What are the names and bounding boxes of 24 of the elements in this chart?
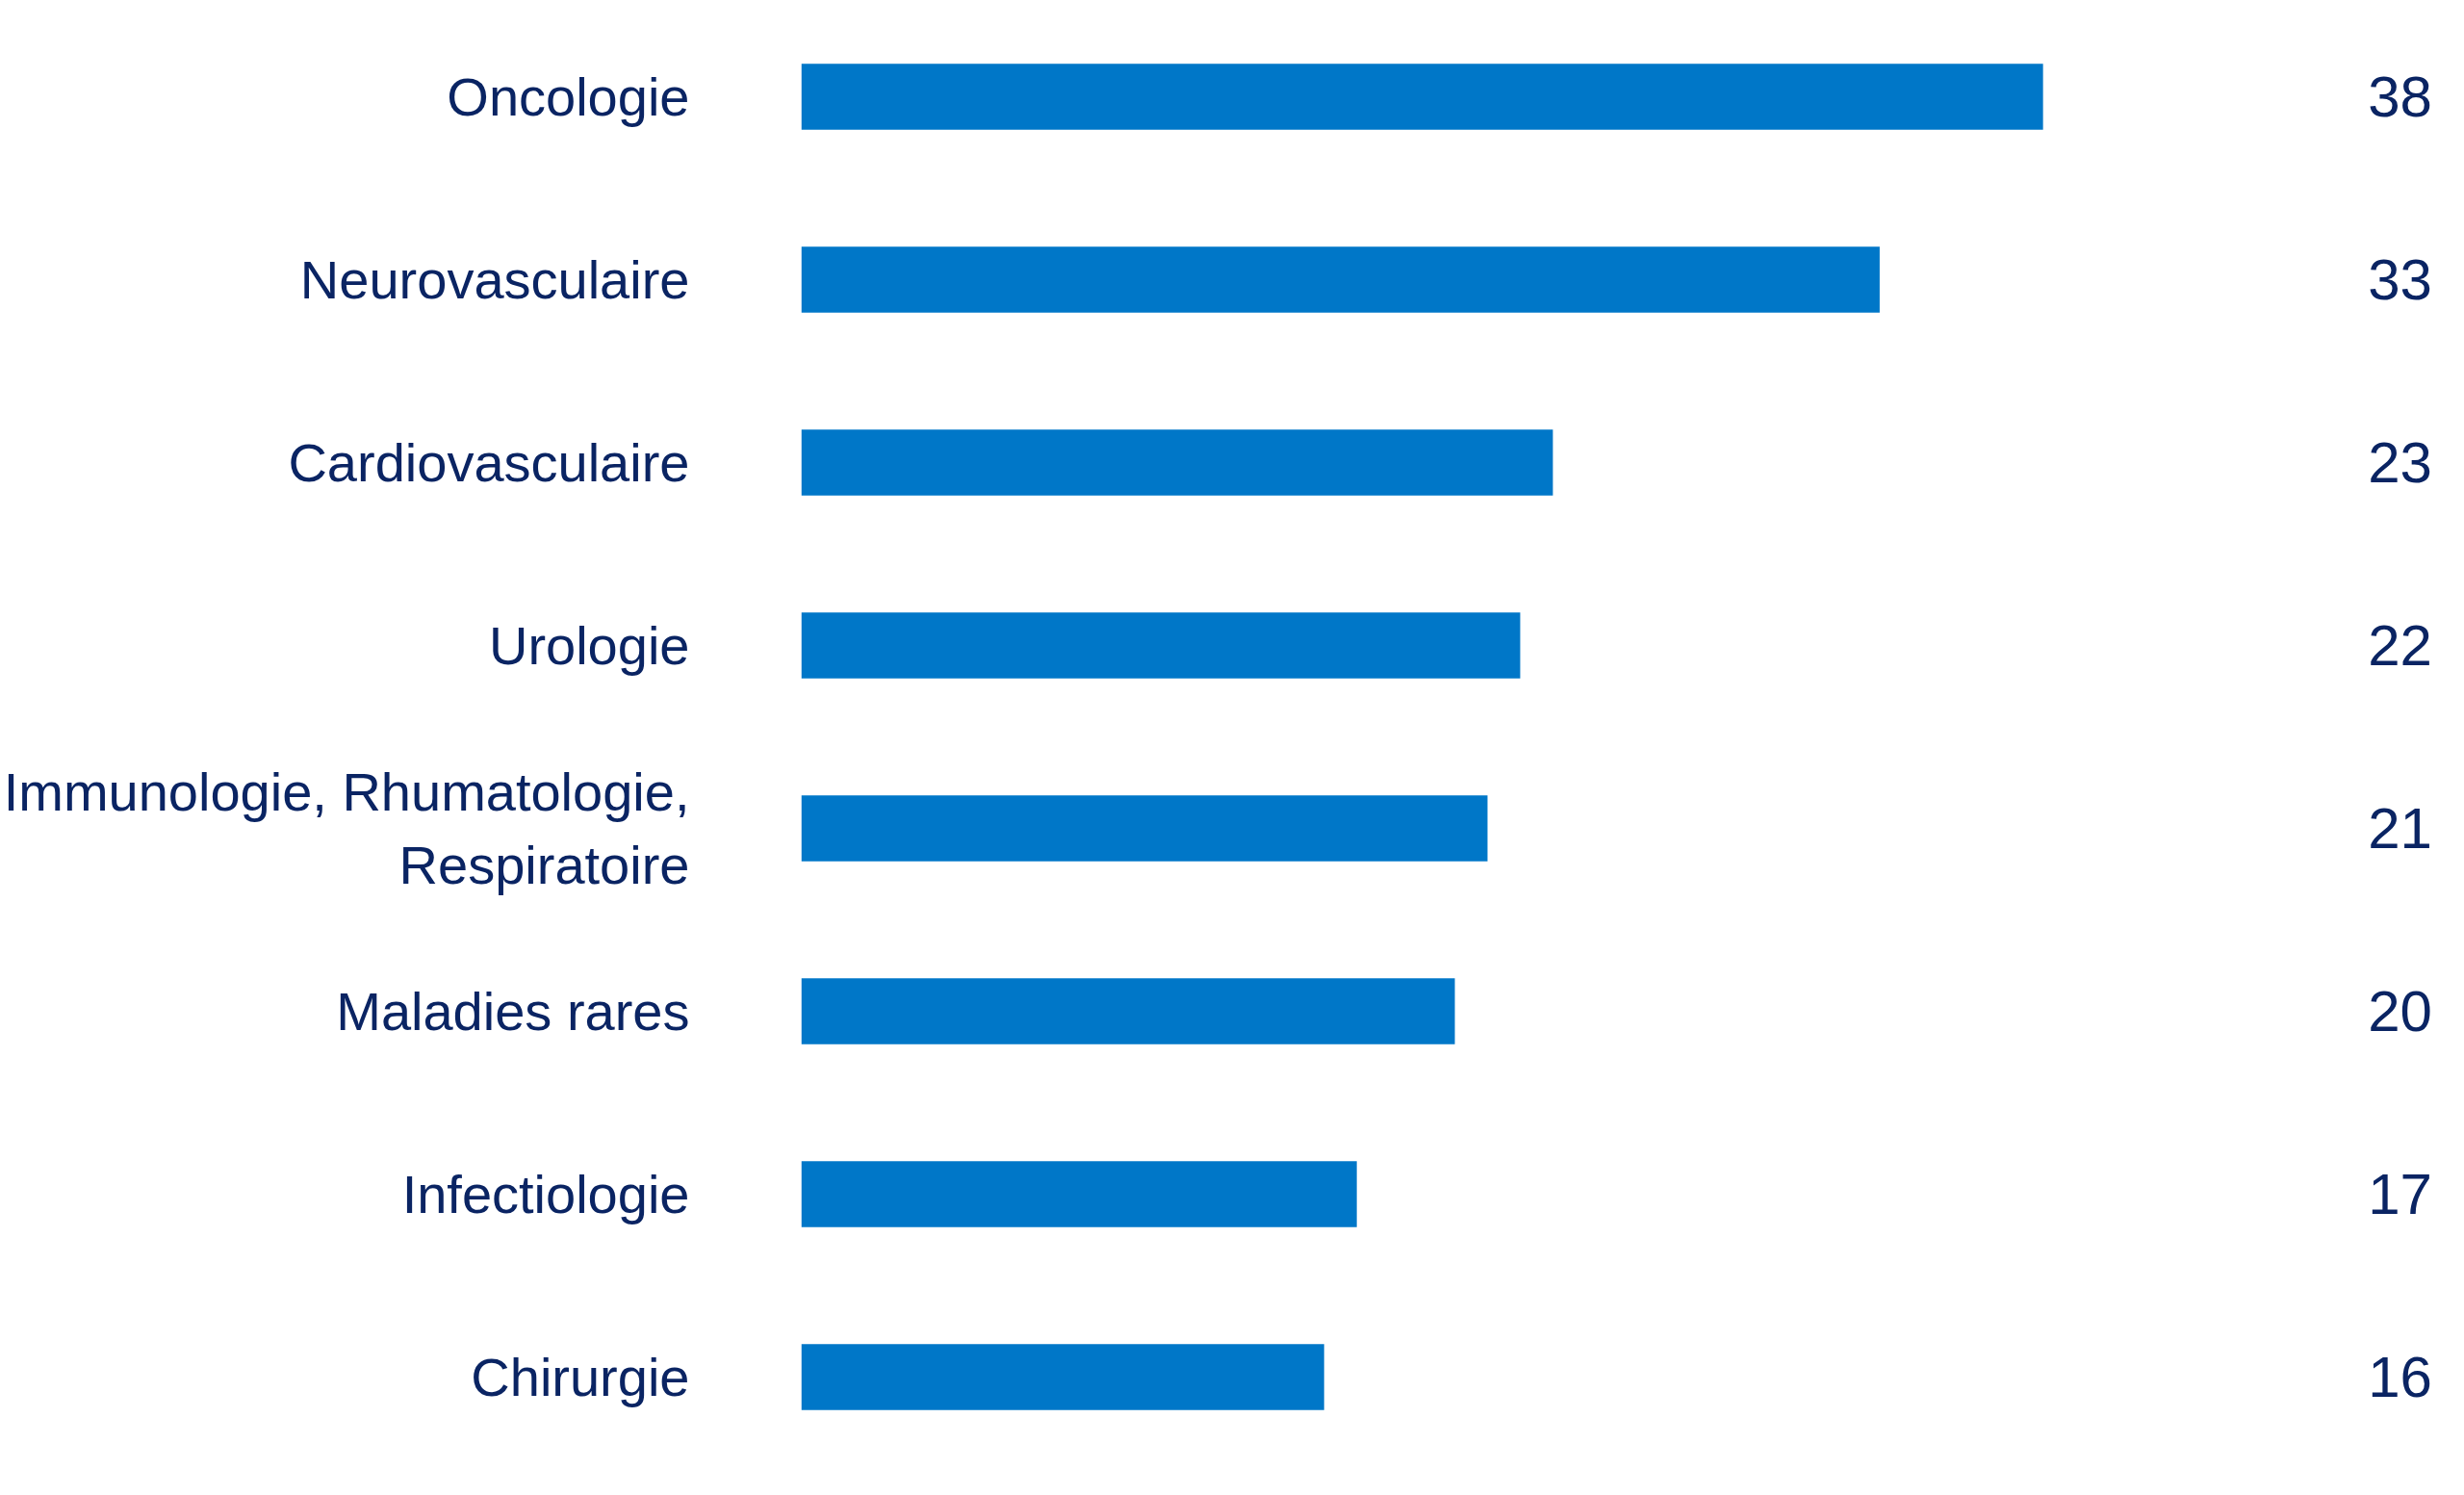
y-tick-label: Chirurgie [471,1347,690,1407]
bar [801,795,1488,862]
bar [801,1161,1357,1227]
bar [801,246,1880,313]
data-label: 21 [2368,796,2432,861]
data-label: 38 [2368,64,2432,129]
y-tick-label: Cardiovasculaire [288,432,690,493]
data-label: 22 [2368,613,2432,678]
y-tick-label: Urologie [488,615,690,676]
y-tick-label: Oncologie [447,66,690,127]
bar [801,978,1455,1044]
y-tick-label: Neurovasculaire [299,249,690,310]
bar [801,612,1521,679]
y-tick-label: Immunologie, Rhumatologie, Respiratoire [3,761,690,895]
bar [801,1344,1324,1410]
data-label: 20 [2368,979,2432,1044]
data-label: 23 [2368,430,2432,495]
y-tick-label: Maladies rares [336,981,690,1042]
bar [801,64,2043,130]
data-label: 17 [2368,1162,2432,1226]
data-label: 33 [2368,247,2432,312]
data-label: 16 [2368,1345,2432,1409]
y-tick-label: Infectiologie [401,1164,690,1224]
bar [801,429,1553,496]
